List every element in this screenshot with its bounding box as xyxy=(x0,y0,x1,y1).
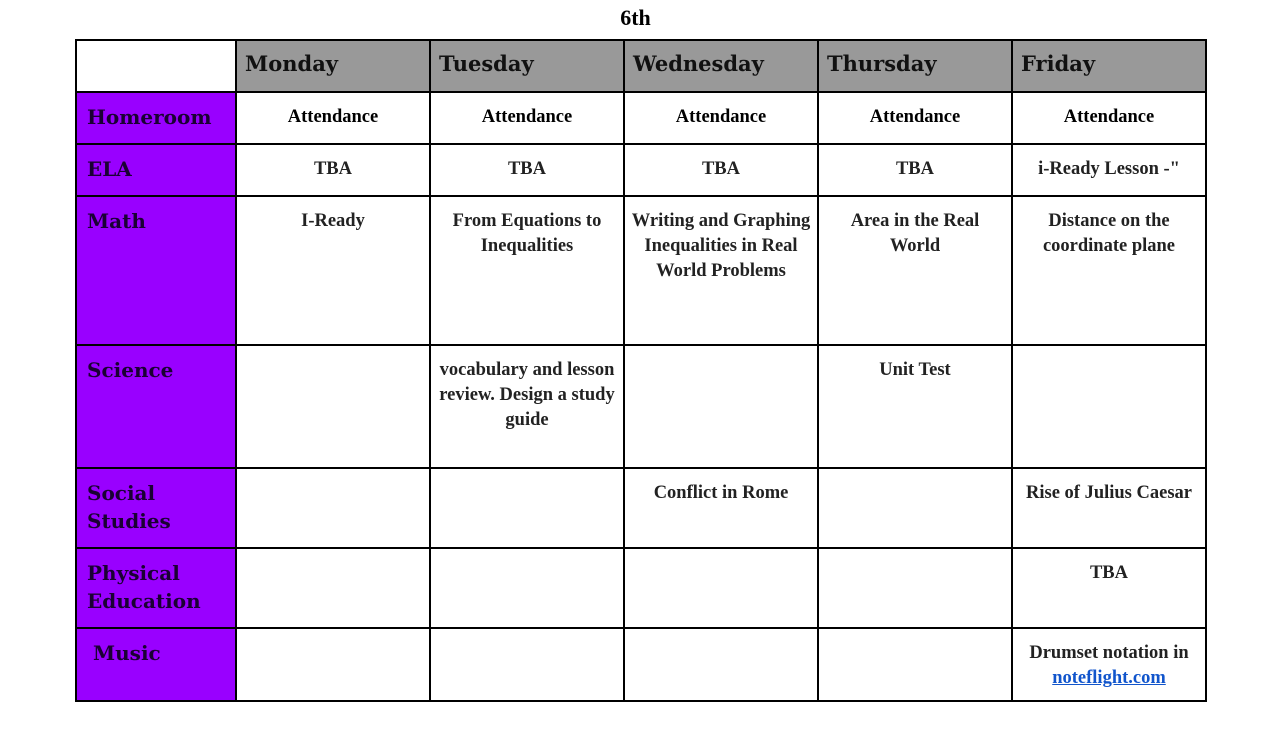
subject-cell: ELA xyxy=(75,143,237,197)
corner-cell xyxy=(75,39,237,93)
schedule-cell xyxy=(1011,344,1207,469)
table-row: Physical Education TBA xyxy=(75,547,1207,629)
subject-cell: Music xyxy=(75,627,237,702)
schedule-cell: Rise of Julius Caesar xyxy=(1011,467,1207,549)
schedule-cell: Area in the Real World xyxy=(817,195,1013,346)
schedule-cell xyxy=(235,547,431,629)
schedule-cell: Drumset notation in noteflight.com xyxy=(1011,627,1207,702)
schedule-cell xyxy=(429,627,625,702)
schedule-cell: i-Ready Lesson -" xyxy=(1011,143,1207,197)
schedule-cell xyxy=(623,344,819,469)
schedule-cell xyxy=(235,344,431,469)
schedule-cell xyxy=(817,467,1013,549)
schedule-cell: Distance on the coordinate plane xyxy=(1011,195,1207,346)
subject-cell: Science xyxy=(75,344,237,469)
table-row: ELA TBA TBA TBA TBA i-Ready Lesson -" xyxy=(75,143,1207,197)
schedule-table: Monday Tuesday Wednesday Thursday Friday Hom… xyxy=(75,39,1207,702)
noteflight-link[interactable]: noteflight.com xyxy=(1052,668,1166,688)
schedule-cell xyxy=(817,627,1013,702)
schedule-cell: Attendance xyxy=(1011,91,1207,145)
schedule-cell xyxy=(429,547,625,629)
schedule-cell: TBA xyxy=(235,143,431,197)
schedule-cell xyxy=(235,467,431,549)
schedule-cell: TBA xyxy=(817,143,1013,197)
cell-text: Drumset notation in xyxy=(1029,643,1189,663)
day-header-friday: Friday xyxy=(1011,39,1207,93)
schedule-cell: vocabulary and lesson review. Design a s… xyxy=(429,344,625,469)
schedule-cell xyxy=(235,627,431,702)
schedule-cell xyxy=(817,547,1013,629)
schedule-cell: Attendance xyxy=(817,91,1013,145)
table-row: Social Studies Conflict in Rome Rise of Ju… xyxy=(75,467,1207,549)
subject-cell: Social Studies xyxy=(75,467,237,549)
day-header-thursday: Thursday xyxy=(817,39,1013,93)
table-row: Homeroom Attendance Attendance Attendance At… xyxy=(75,91,1207,145)
schedule-cell: I-Ready xyxy=(235,195,431,346)
header-row: Monday Tuesday Wednesday Thursday Friday xyxy=(75,39,1207,93)
schedule-cell: TBA xyxy=(623,143,819,197)
schedule-cell: TBA xyxy=(429,143,625,197)
schedule-cell xyxy=(623,547,819,629)
day-header-wednesday: Wednesday xyxy=(623,39,819,93)
subject-cell: Physical Education xyxy=(75,547,237,629)
schedule-cell: From Equations to Inequalities xyxy=(429,195,625,346)
schedule-cell: Attendance xyxy=(623,91,819,145)
table-row: Music Drumset notation in noteflight.com xyxy=(75,627,1207,702)
subject-cell: Math xyxy=(75,195,237,346)
table-row: Math I-Ready From Equations to Inequalitie… xyxy=(75,195,1207,346)
schedule-cell: Attendance xyxy=(235,91,431,145)
schedule-cell xyxy=(429,467,625,549)
schedule-cell: Writing and Graphing Inequalities in Rea… xyxy=(623,195,819,346)
schedule-cell: TBA xyxy=(1011,547,1207,629)
schedule-cell: Attendance xyxy=(429,91,625,145)
schedule-cell: Conflict in Rome xyxy=(623,467,819,549)
schedule-cell: Unit Test xyxy=(817,344,1013,469)
table-row: Science vocabulary and lesson review. Des… xyxy=(75,344,1207,469)
subject-cell: Homeroom xyxy=(75,91,237,145)
day-header-monday: Monday xyxy=(235,39,431,93)
day-header-tuesday: Tuesday xyxy=(429,39,625,93)
schedule-cell xyxy=(623,627,819,702)
page-title: 6th xyxy=(620,5,651,30)
